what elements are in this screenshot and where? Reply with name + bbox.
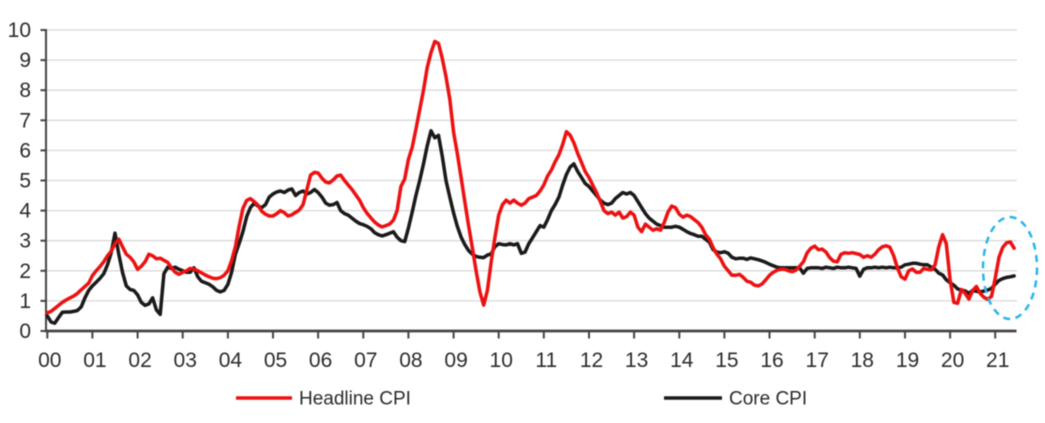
svg-text:Core CPI: Core CPI (729, 389, 807, 410)
svg-text:4: 4 (19, 200, 31, 223)
svg-text:9: 9 (19, 49, 31, 72)
svg-text:6: 6 (19, 139, 31, 162)
svg-text:0: 0 (19, 320, 31, 343)
svg-text:13: 13 (625, 349, 648, 372)
svg-text:10: 10 (8, 19, 31, 42)
svg-text:7: 7 (19, 109, 31, 132)
svg-text:16: 16 (760, 349, 783, 372)
svg-text:14: 14 (670, 349, 694, 372)
svg-text:11: 11 (535, 349, 557, 372)
svg-text:05: 05 (264, 349, 287, 372)
svg-text:07: 07 (354, 349, 377, 372)
svg-text:01: 01 (83, 349, 106, 372)
svg-text:18: 18 (851, 349, 874, 372)
svg-text:5: 5 (19, 170, 31, 193)
svg-text:1: 1 (19, 290, 31, 313)
svg-text:00: 00 (38, 349, 61, 372)
svg-text:8: 8 (19, 79, 31, 102)
svg-text:Headline CPI: Headline CPI (299, 389, 411, 410)
svg-text:02: 02 (128, 349, 151, 372)
svg-text:04: 04 (219, 349, 243, 372)
svg-text:21: 21 (986, 349, 1009, 372)
svg-text:12: 12 (580, 349, 603, 372)
svg-text:06: 06 (309, 349, 332, 372)
svg-text:17: 17 (806, 349, 829, 372)
svg-text:15: 15 (715, 349, 738, 372)
svg-text:19: 19 (896, 349, 919, 372)
svg-text:20: 20 (941, 349, 964, 372)
svg-text:10: 10 (490, 349, 513, 372)
svg-text:2: 2 (19, 260, 31, 283)
svg-text:08: 08 (399, 349, 422, 372)
svg-text:3: 3 (19, 230, 31, 253)
svg-text:09: 09 (444, 349, 467, 372)
svg-text:03: 03 (174, 349, 197, 372)
